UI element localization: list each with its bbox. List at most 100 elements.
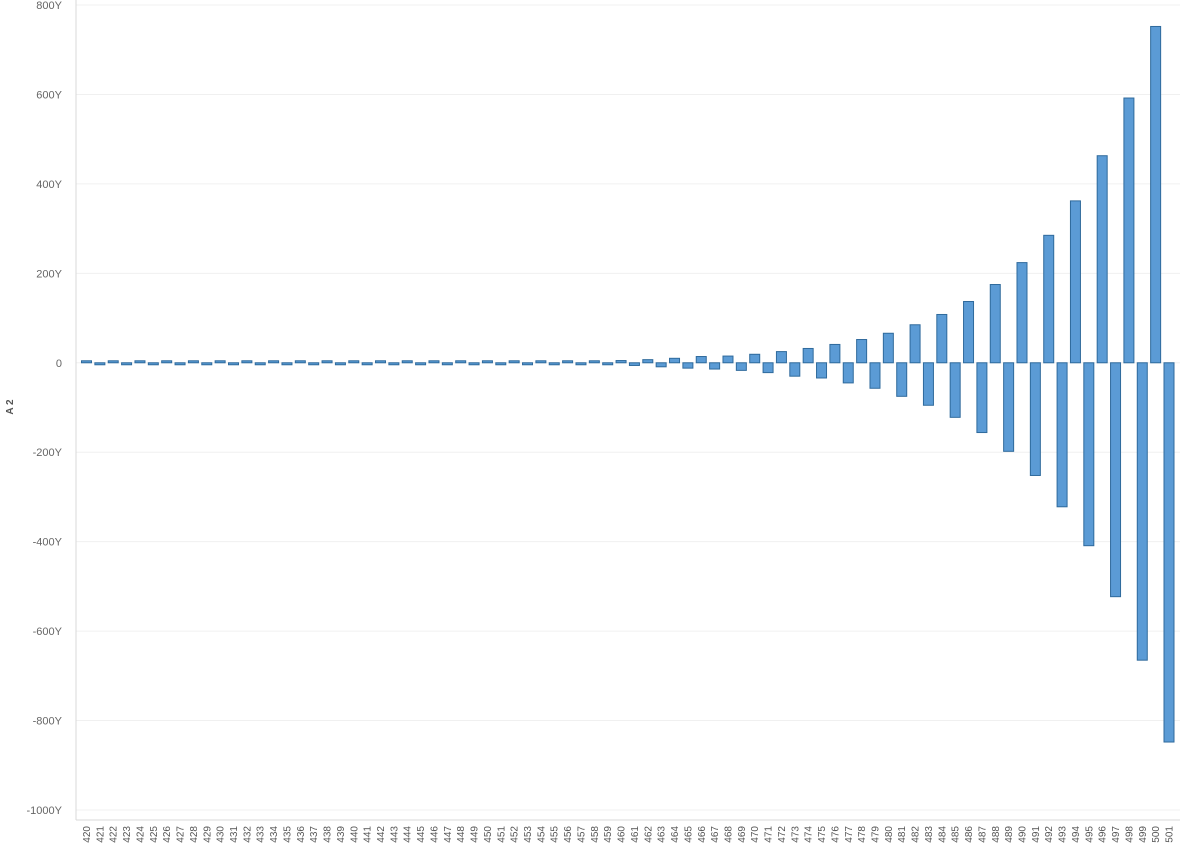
bar-432[interactable] — [241, 360, 253, 364]
bar-459[interactable] — [602, 362, 614, 366]
bar-473[interactable] — [789, 362, 801, 377]
bar-425[interactable] — [147, 362, 159, 366]
bar-478[interactable] — [856, 339, 868, 364]
bar-489[interactable] — [1003, 362, 1015, 452]
x-tick-label: 452 — [510, 826, 521, 843]
bar-424[interactable] — [134, 360, 146, 364]
bar-439[interactable] — [334, 362, 346, 366]
bar-436[interactable] — [294, 360, 306, 364]
bar-430[interactable] — [214, 360, 226, 364]
bar-485[interactable] — [949, 362, 961, 418]
bar-471[interactable] — [762, 362, 774, 374]
bar-441[interactable] — [361, 362, 373, 366]
x-tick-label: 448 — [456, 826, 467, 843]
bar-500[interactable] — [1150, 25, 1162, 364]
x-tick-label: 491 — [1031, 826, 1042, 843]
axes — [75, 0, 1180, 821]
x-tick-label: 480 — [884, 826, 895, 843]
bar-484[interactable] — [936, 313, 948, 364]
bar-499[interactable] — [1136, 362, 1148, 661]
bar-476[interactable] — [829, 343, 841, 364]
bar-460[interactable] — [615, 360, 627, 364]
bar-427[interactable] — [174, 362, 186, 366]
bar-477[interactable] — [842, 362, 854, 384]
bar-494[interactable] — [1069, 200, 1081, 364]
bar-444[interactable] — [401, 360, 413, 364]
bar-482[interactable] — [909, 324, 921, 364]
bar-463[interactable] — [655, 362, 667, 368]
bar-448[interactable] — [455, 360, 467, 364]
bar-467[interactable] — [709, 362, 721, 370]
bar-438[interactable] — [321, 360, 333, 364]
bar-487[interactable] — [976, 362, 988, 434]
bar-475[interactable] — [816, 362, 828, 379]
bar-437[interactable] — [308, 362, 320, 366]
bar-498[interactable] — [1123, 97, 1135, 364]
bar-501[interactable] — [1163, 362, 1175, 743]
bar-457[interactable] — [575, 362, 587, 366]
bar-462[interactable] — [642, 359, 654, 364]
bar-495[interactable] — [1083, 362, 1095, 547]
bar-491[interactable] — [1029, 362, 1041, 476]
bar-433[interactable] — [254, 362, 266, 366]
bar-458[interactable] — [588, 360, 600, 364]
x-tick-label: 436 — [296, 826, 307, 843]
bar-479[interactable] — [869, 362, 881, 389]
bar-490[interactable] — [1016, 262, 1028, 364]
bar-449[interactable] — [468, 362, 480, 366]
bar-488[interactable] — [989, 284, 1001, 364]
x-tick-label: 500 — [1151, 826, 1162, 843]
bar-450[interactable] — [481, 360, 493, 364]
x-tick-label: 468 — [723, 826, 734, 843]
bar-497[interactable] — [1110, 362, 1122, 598]
bar-468[interactable] — [722, 355, 734, 364]
x-tick-label: 475 — [817, 826, 828, 843]
bar-480[interactable] — [882, 332, 894, 364]
bar-493[interactable] — [1056, 362, 1068, 508]
y-tick-label: 600Y — [36, 89, 62, 101]
bar-451[interactable] — [495, 362, 507, 366]
bar-456[interactable] — [562, 360, 574, 364]
bar-454[interactable] — [535, 360, 547, 364]
bar-443[interactable] — [388, 362, 400, 366]
bar-469[interactable] — [735, 362, 747, 371]
bar-442[interactable] — [375, 360, 387, 364]
bar-483[interactable] — [922, 362, 934, 406]
x-tick-label: 498 — [1124, 826, 1135, 843]
bar-431[interactable] — [228, 362, 240, 366]
x-tick-label: 469 — [737, 826, 748, 843]
x-tick-label: 496 — [1098, 826, 1109, 843]
bar-464[interactable] — [669, 357, 681, 364]
y-tick-label: -1000Y — [27, 805, 63, 817]
bar-461[interactable] — [628, 362, 640, 366]
bar-423[interactable] — [121, 362, 133, 366]
bar-470[interactable] — [749, 353, 761, 364]
bar-486[interactable] — [963, 301, 975, 364]
bar-466[interactable] — [695, 356, 707, 364]
x-tick-label: 434 — [269, 826, 280, 843]
bar-421[interactable] — [94, 362, 106, 366]
bar-447[interactable] — [441, 362, 453, 366]
bar-422[interactable] — [107, 360, 119, 364]
bar-453[interactable] — [522, 362, 534, 366]
bar-496[interactable] — [1096, 155, 1108, 364]
bar-426[interactable] — [161, 360, 173, 364]
bar-455[interactable] — [548, 362, 560, 366]
bar-492[interactable] — [1043, 234, 1055, 364]
bar-474[interactable] — [802, 347, 814, 364]
y-tick-labels: 800Y 600Y 400Y 200Y 0 -200Y -400Y -600Y -800Y -10… — [27, 0, 63, 817]
bar-472[interactable] — [775, 351, 787, 364]
bar-481[interactable] — [896, 362, 908, 397]
bar-435[interactable] — [281, 362, 293, 366]
bar-440[interactable] — [348, 360, 360, 364]
bar-452[interactable] — [508, 360, 520, 364]
bar-434[interactable] — [268, 360, 280, 364]
bar-446[interactable] — [428, 360, 440, 364]
x-tick-label: 446 — [429, 826, 440, 843]
bar-465[interactable] — [682, 362, 694, 369]
bar-428[interactable] — [187, 360, 199, 364]
bar-429[interactable] — [201, 362, 213, 366]
bar-445[interactable] — [415, 362, 427, 366]
bar-420[interactable] — [81, 360, 92, 364]
